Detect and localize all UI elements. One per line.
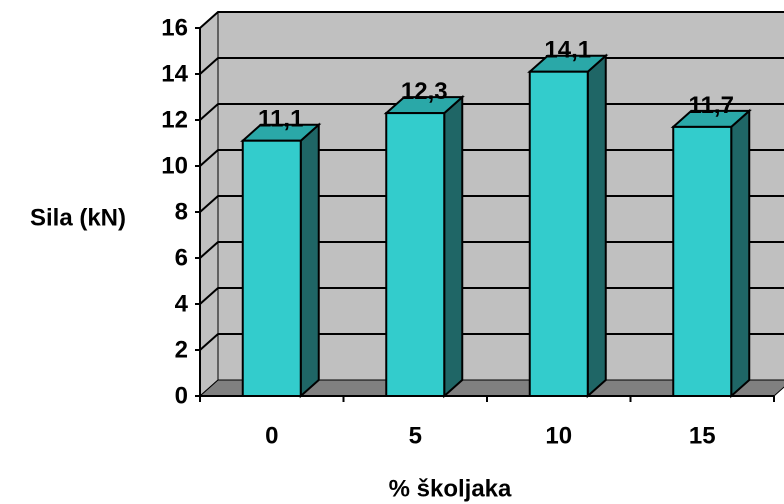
- bar: [385, 112, 446, 397]
- y-tick-label: 0: [175, 383, 188, 410]
- bar: [528, 70, 589, 397]
- bar-side: [443, 94, 464, 399]
- x-tick-label: 10: [545, 423, 572, 450]
- gridline: [199, 11, 784, 29]
- bar-side: [299, 122, 320, 399]
- y-tick-label: 10: [161, 153, 188, 180]
- data-label: 14,1: [544, 37, 591, 64]
- data-label: 11,7: [689, 92, 734, 119]
- bar-side: [586, 53, 607, 399]
- y-tick-label: 2: [175, 337, 188, 364]
- plot-area: 0 2 4 6 8 10 12 14 16 11,1 0 12,3 5 14,1 10 11,7 15: [161, 10, 784, 450]
- bar-side: [730, 108, 751, 399]
- y-tick-label: 8: [175, 199, 188, 226]
- x-tick-label: 15: [689, 423, 716, 450]
- y-tick-label: 14: [161, 61, 188, 88]
- x-axis-title: % školjaka: [389, 476, 512, 503]
- data-label: 12,3: [401, 78, 448, 105]
- data-label: 11,1: [258, 106, 303, 133]
- x-tick-label: 5: [409, 423, 422, 450]
- x-tick-label: 0: [265, 423, 278, 450]
- y-tick-label: 12: [161, 107, 188, 134]
- bar: [241, 139, 302, 397]
- y-tick-label: 16: [161, 15, 188, 42]
- y-tick-label: 4: [175, 291, 189, 318]
- y-tick-label: 6: [175, 245, 188, 272]
- bar: [672, 125, 733, 398]
- y-axis-title: Sila (kN): [30, 205, 126, 232]
